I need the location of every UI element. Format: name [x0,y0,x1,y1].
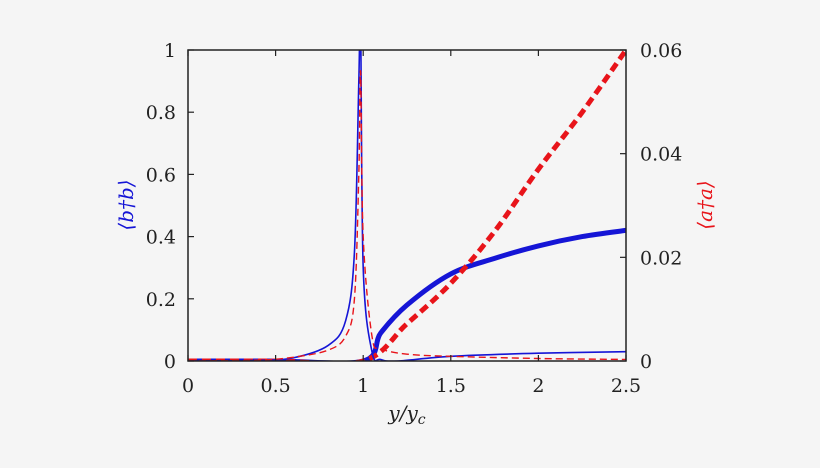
y-left-tick-label: 0.4 [146,227,176,249]
y-left-tick-label: 0.8 [146,102,176,124]
y-left-axis-label: ⟨b†b⟩ [114,179,138,230]
x-axis-label: y/yc [387,401,425,428]
y-right-tick-label: 0.02 [640,247,682,269]
series-line-2 [188,50,626,361]
series-line-1 [188,50,626,361]
plot-frame [187,49,627,362]
y-left-tick-label: 0 [164,351,176,373]
y-right-tick-label: 0 [640,351,652,373]
x-tick-label: 2.5 [611,375,641,397]
x-tick-label: 1 [357,375,369,397]
x-tick-label: 0.5 [260,375,290,397]
y-left-tick-label: 0.6 [146,164,176,186]
x-tick-label: 2 [532,375,544,397]
y-right-tick-label: 0.06 [640,40,682,62]
x-tick-label: 1.5 [436,375,466,397]
axis-ticks [187,49,627,362]
series-line-3 [188,70,626,361]
x-tick-label: 0 [182,375,194,397]
x-tick-labels: 0 0.5 1 1.5 2 2.5 [182,375,641,397]
y-right-tick-labels: 0 0.02 0.04 0.06 [640,40,682,373]
y-left-tick-labels: 0 0.2 0.4 0.6 0.8 1 [146,40,176,373]
y-right-axis-label: ⟨a†a⟩ [693,180,717,229]
y-left-tick-label: 1 [164,40,176,62]
series-line-0 [188,227,626,361]
plot-lines [188,50,626,361]
y-left-tick-label: 0.2 [146,289,176,311]
y-right-tick-label: 0.04 [640,144,682,166]
